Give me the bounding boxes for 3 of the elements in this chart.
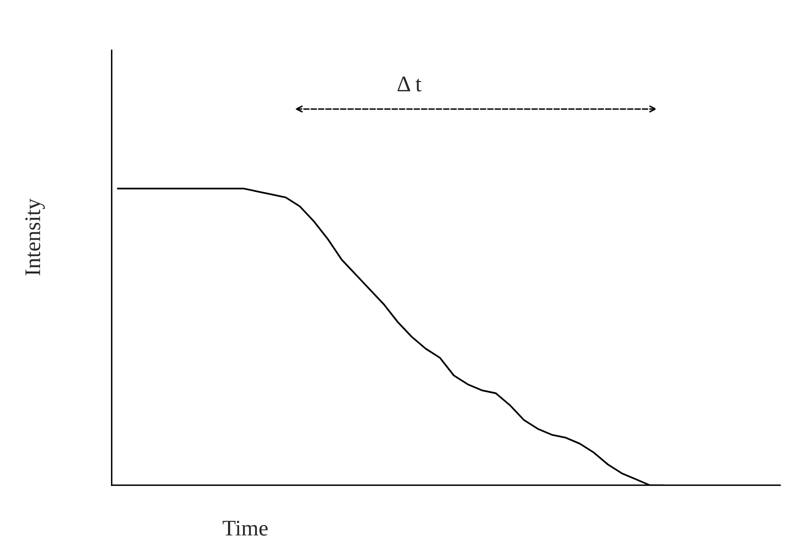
x-axis-title: Time (222, 520, 268, 536)
text: Δ t (398, 76, 422, 92)
y-axis-title: Intensity (25, 198, 45, 276)
